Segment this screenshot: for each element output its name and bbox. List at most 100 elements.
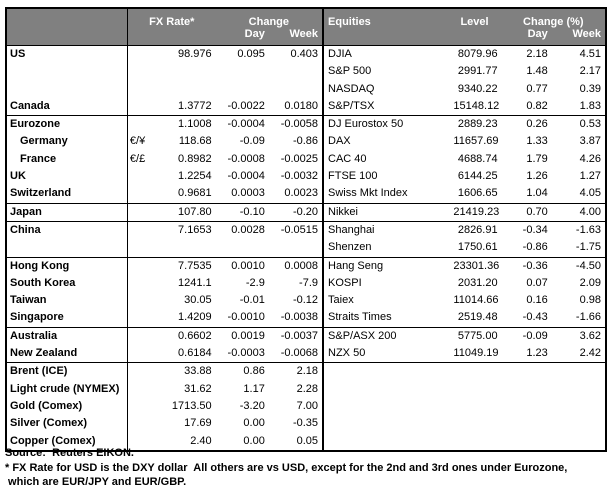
fx-week-change-cell: 0.0008	[268, 256, 324, 275]
fx-week-change-cell: -0.0068	[280, 347, 319, 360]
fx-country-cell: Hong Kong	[6, 256, 128, 275]
fx-rate-cell: 1.3772	[178, 99, 212, 112]
eq-week-change-cell: 4.51	[579, 48, 601, 60]
header-level: Level	[449, 8, 502, 28]
fx-pair-symbol-cell	[127, 239, 152, 257]
eq-level-cell	[449, 398, 501, 415]
fx-pair-symbol-cell: €/¥	[129, 135, 146, 148]
eq-day-change-cell: 0.82	[526, 99, 548, 112]
fx-day-change-cell: -0.0010	[227, 311, 265, 324]
fx-day-change-cell: 0.095	[237, 48, 265, 60]
eq-week-change-cell: -1.63	[551, 220, 606, 240]
eq-index-name-cell: Hang Seng	[322, 256, 450, 275]
table-row: Japan 107.80 -0.10 -0.20 Nikkei 21419.23 0.70 4…	[6, 202, 606, 222]
fx-day-change-cell: 0.0028	[215, 220, 269, 240]
eq-index-name-cell: DJIA	[322, 45, 450, 64]
header-fx-change: Change	[215, 8, 324, 28]
eq-week-change-cell: 0.98	[579, 294, 601, 307]
eq-index-name-cell: NASDAQ	[322, 80, 450, 98]
eq-level-cell: 2519.48	[457, 311, 498, 324]
fx-country-cell: Silver (Comex)	[6, 415, 128, 433]
eq-week-change-cell: 2.42	[579, 347, 601, 360]
fx-pair-symbol-cell	[127, 398, 152, 415]
fx-note-line-2: which are EUR/JPY and EUR/GBP.	[5, 476, 187, 489]
fx-day-change-cell: 0.00	[243, 417, 265, 430]
fx-day-change-cell	[216, 63, 269, 80]
fx-day-change-cell: -0.09	[239, 135, 265, 148]
header-fx-rate: FX Rate*	[127, 8, 216, 28]
table-row: Copper (Comex) 2.40 0.00 0.05	[6, 432, 606, 451]
eq-index-name-cell: DJ Eurostox 50	[322, 115, 450, 134]
fx-country-cell: Canada	[6, 97, 128, 116]
eq-level-cell: 2826.91	[449, 220, 502, 240]
fx-rate-cell: 7.7535	[152, 256, 216, 275]
fx-week-change-cell: -0.0025	[280, 152, 319, 165]
header-eq-change-pct: Change (%)	[501, 8, 606, 28]
fx-country-cell: China	[6, 220, 128, 240]
fx-week-change-cell: 0.05	[296, 434, 319, 447]
eq-level-cell: 11657.69	[453, 135, 499, 148]
fx-week-change-cell: 2.28	[296, 382, 319, 395]
eq-level-cell: 15148.12	[453, 99, 500, 112]
eq-level-cell: 6144.25	[457, 170, 498, 183]
fx-day-change-cell: -2.9	[245, 276, 265, 289]
table-footnotes: Source: Reuters EIKON. * FX Rate for USD…	[5, 446, 611, 490]
table-row: Gold (Comex) 1713.50 -3.20 7.00	[6, 397, 606, 416]
fx-rate-cell: 17.69	[184, 417, 212, 430]
eq-week-change-cell	[552, 415, 606, 432]
eq-index-name-cell: Shanghai	[322, 220, 450, 240]
table-row: US 98.976 0.095 0.403 DJIA 8079.96 2.18 4.51	[6, 45, 606, 64]
fx-week-change-cell: -0.0032	[280, 170, 319, 183]
fx-country-cell	[6, 239, 128, 258]
eq-level-cell: 11014.66	[453, 294, 499, 307]
fx-pair-symbol-cell	[127, 415, 152, 432]
eq-index-name-cell: Shenzen	[322, 239, 450, 258]
eq-index-name-cell: Nikkei	[322, 202, 450, 222]
header-fx-day: Day	[215, 28, 269, 46]
eq-level-cell: 8079.96	[457, 48, 498, 60]
eq-index-name-cell	[322, 397, 450, 416]
table-row: Light crude (NYMEX) 31.62 1.17 2.28	[6, 380, 606, 398]
fx-pair-symbol-cell	[127, 168, 152, 185]
fx-country-cell: Germany	[6, 133, 128, 151]
eq-index-name-cell	[322, 432, 450, 451]
eq-day-change-cell: -0.43	[522, 311, 548, 324]
fx-country-cell: US	[6, 45, 128, 64]
eq-day-change-cell	[501, 362, 552, 381]
fx-rate-cell: 118.68	[178, 135, 212, 148]
fx-rate-cell: 107.80	[152, 202, 216, 222]
header-equities: Equities	[322, 8, 450, 28]
source-note: Source: Reuters EIKON.	[5, 447, 134, 459]
fx-day-change-cell: -0.0004	[227, 170, 265, 183]
eq-week-change-cell: 0.53	[551, 115, 606, 134]
header-row-1: FX Rate* Change Equities Level Change (%…	[6, 8, 606, 28]
fx-note-line-1: * FX Rate for USD is the DXY dollar All …	[5, 461, 568, 474]
fx-day-change-cell: 1.17	[243, 382, 265, 395]
header-blank-cell	[152, 28, 216, 46]
eq-level-cell: 1750.61	[457, 241, 498, 254]
fx-week-change-cell	[269, 63, 323, 80]
fx-pair-symbol-cell	[127, 345, 152, 363]
fx-rate-cell: 98.976	[178, 48, 212, 60]
eq-week-change-cell: -4.50	[551, 256, 606, 275]
fx-rate-cell: 0.6602	[152, 326, 216, 346]
fx-country-cell: Singapore	[6, 309, 128, 328]
fx-country-cell	[6, 80, 128, 98]
eq-index-name-cell: Straits Times	[322, 309, 450, 328]
table-row: France €/£ 0.8982 -0.0008 -0.0025 CAC 40 4688.…	[6, 150, 606, 169]
fx-country-cell: Copper (Comex)	[6, 432, 128, 451]
eq-day-change-cell	[502, 415, 552, 432]
fx-pair-symbol-cell	[127, 220, 153, 240]
fx-pair-symbol-cell	[127, 256, 153, 275]
fx-country-cell: Gold (Comex)	[6, 397, 128, 416]
fx-week-change-cell: -7.9	[299, 276, 319, 289]
eq-level-cell	[449, 381, 501, 398]
eq-level-cell: 9340.22	[457, 82, 498, 95]
fx-rate-cell	[152, 63, 215, 80]
eq-index-name-cell: Taiex	[322, 292, 450, 310]
eq-day-change-cell	[502, 398, 552, 415]
eq-index-name-cell: S&P/ASX 200	[322, 326, 450, 346]
eq-week-change-cell	[552, 381, 606, 398]
eq-day-change-cell: 1.23	[526, 347, 548, 360]
